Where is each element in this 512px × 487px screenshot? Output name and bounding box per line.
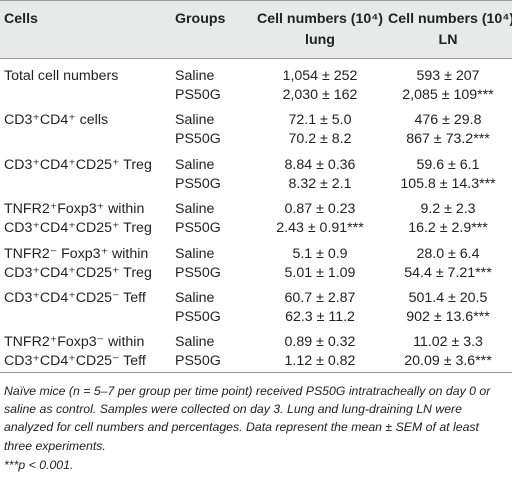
column-header-groups: Groups: [175, 11, 226, 27]
row-ln-value: 501.4 ± 20.5: [408, 290, 488, 306]
row-lung-value: 0.89 ± 0.32: [284, 334, 356, 350]
bottom-rule: [0, 372, 512, 373]
row-lung-value: 0.87 ± 0.23: [284, 201, 356, 217]
row-group: Saline: [175, 334, 215, 350]
row-lung-value: 8.32 ± 2.1: [288, 176, 352, 192]
row-group: Saline: [175, 68, 215, 84]
row-cell-type: TNFR2⁻ Foxp3⁺ within: [4, 246, 149, 262]
row-ln-value: 867 ± 73.2***: [406, 131, 490, 147]
row-ln-value: 593 ± 207: [416, 68, 480, 84]
column-header-lung-line1: Cell numbers (10⁴): [256, 11, 384, 27]
row-group: PS50G: [175, 353, 221, 369]
row-lung-value: 2.43 ± 0.91***: [276, 220, 364, 236]
row-lung-value: 60.7 ± 2.87: [284, 290, 356, 306]
column-header-lung-line2: lung: [305, 32, 335, 48]
row-lung-value: 2,030 ± 162: [282, 87, 358, 103]
table-header-background: [0, 0, 512, 58]
row-ln-value: 2,085 ± 109***: [402, 87, 494, 103]
row-ln-value: 902 ± 13.6***: [406, 309, 490, 325]
row-ln-value: 28.0 ± 6.4: [416, 246, 480, 262]
row-cell-type: TNFR2⁺Foxp3⁻ within: [4, 334, 145, 350]
row-group: Saline: [175, 157, 215, 173]
column-header-cells: Cells: [4, 11, 38, 27]
row-cell-type: CD3⁺CD4⁺ cells: [4, 112, 109, 128]
header-rule: [0, 58, 512, 59]
column-header-ln-line2: LN: [438, 32, 458, 48]
row-group: PS50G: [175, 309, 221, 325]
row-group: PS50G: [175, 87, 221, 103]
column-header-ln-line1: Cell numbers (10⁴): [388, 11, 512, 27]
row-group: PS50G: [175, 220, 221, 236]
row-ln-value: 105.8 ± 14.3***: [400, 176, 496, 192]
row-lung-value: 72.1 ± 5.0: [288, 112, 352, 128]
row-group: Saline: [175, 201, 215, 217]
row-cell-type: Total cell numbers: [4, 68, 119, 84]
row-cell-type: CD3⁺CD4⁺CD25⁻ Teff: [4, 353, 146, 369]
table-footnote: Naïve mice (n = 5–7 per group per time p…: [4, 384, 491, 453]
row-lung-value: 1.12 ± 0.82: [284, 353, 356, 369]
row-cell-type: CD3⁺CD4⁺CD25⁺ Treg: [4, 220, 152, 236]
row-ln-value: 9.2 ± 2.3: [420, 201, 476, 217]
row-cell-type: CD3⁺CD4⁺CD25⁺ Treg: [4, 265, 152, 281]
row-cell-type: CD3⁺CD4⁺CD25⁻ Teff: [4, 290, 146, 306]
row-group: Saline: [175, 290, 215, 306]
row-group: Saline: [175, 112, 215, 128]
top-rule: [0, 0, 512, 1]
row-ln-value: 54.4 ± 7.21***: [404, 265, 492, 281]
row-group: PS50G: [175, 265, 221, 281]
row-ln-value: 59.6 ± 6.1: [416, 157, 480, 173]
row-group: PS50G: [175, 176, 221, 192]
row-group: Saline: [175, 246, 215, 262]
row-group: PS50G: [175, 131, 221, 147]
row-lung-value: 1,054 ± 252: [282, 68, 358, 84]
row-lung-value: 70.2 ± 8.2: [288, 131, 352, 147]
row-ln-value: 476 ± 29.8: [414, 112, 482, 128]
row-ln-value: 20.09 ± 3.6***: [404, 353, 492, 369]
row-ln-value: 11.02 ± 3.3: [413, 334, 483, 350]
row-lung-value: 5.1 ± 0.9: [292, 246, 348, 262]
row-cell-type: TNFR2⁺Foxp3⁺ within: [4, 201, 145, 217]
significance-footnote: ***p < 0.001.: [4, 458, 74, 472]
row-lung-value: 8.84 ± 0.36: [284, 157, 356, 173]
row-lung-value: 5.01 ± 1.09: [284, 265, 356, 281]
row-cell-type: CD3⁺CD4⁺CD25⁺ Treg: [4, 157, 152, 173]
row-lung-value: 62.3 ± 11.2: [285, 309, 355, 325]
row-ln-value: 16.2 ± 2.9***: [408, 220, 488, 236]
